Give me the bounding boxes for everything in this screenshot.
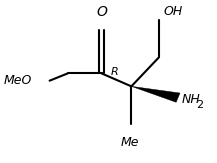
Text: R: R (110, 67, 118, 77)
Text: Me: Me (121, 136, 140, 149)
Text: OH: OH (163, 5, 182, 18)
Text: O: O (96, 5, 107, 19)
Text: MeO: MeO (3, 74, 32, 87)
Polygon shape (131, 86, 180, 102)
Text: NH: NH (181, 93, 200, 106)
Text: 2: 2 (196, 100, 203, 110)
